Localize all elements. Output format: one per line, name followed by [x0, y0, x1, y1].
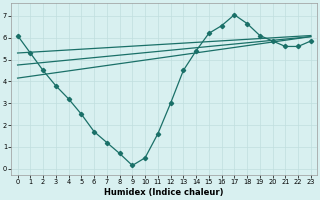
X-axis label: Humidex (Indice chaleur): Humidex (Indice chaleur) [104, 188, 224, 197]
